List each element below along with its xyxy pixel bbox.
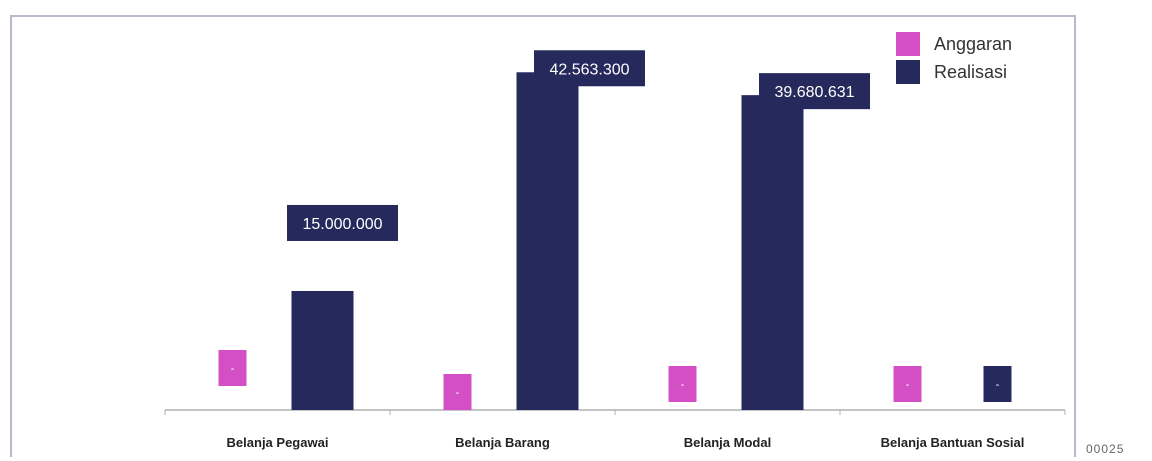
data-label-anggaran-belanja-pegawai: -: [231, 363, 235, 375]
legend-swatch-anggaran: [896, 32, 920, 56]
bar-realisasi-belanja-modal: [741, 95, 804, 410]
legend-item-realisasi: Realisasi: [896, 58, 1012, 86]
bar-realisasi-belanja-pegawai: [291, 290, 354, 410]
bar-anggaran-belanja-barang: [443, 374, 472, 410]
bar-anggaran-belanja-pegawai: [218, 350, 247, 386]
data-label-box-realisasi-belanja-pegawai: [287, 204, 398, 241]
data-label-realisasi-belanja-pegawai: 15.000.000: [302, 216, 382, 233]
legend-label-anggaran: Anggaran: [934, 33, 1013, 54]
data-label-box-realisasi-belanja-modal: [759, 73, 870, 110]
data-label-anggaran-belanja-modal: -: [681, 379, 685, 391]
x-tick-label-belanja-barang: Belanja Barang: [455, 435, 550, 450]
bar-anggaran-belanja-bantuan-sosial: [893, 366, 922, 402]
legend-label-realisasi: Realisasi: [934, 61, 1008, 82]
data-label-realisasi-belanja-modal: 39.680.631: [774, 84, 854, 101]
data-label-realisasi-belanja-barang: 42.563.300: [549, 61, 629, 78]
data-label-realisasi-belanja-bantuan-sosial: -: [996, 379, 1000, 391]
bar-realisasi-belanja-bantuan-sosial: [983, 366, 1012, 402]
page-number-fragment: 00025: [1086, 442, 1125, 456]
bar-realisasi-belanja-barang: [516, 72, 579, 410]
x-tick-label-belanja-pegawai: Belanja Pegawai: [227, 435, 329, 450]
chart-legend: Anggaran Realisasi: [896, 30, 1012, 86]
x-tick-label-belanja-modal: Belanja Modal: [684, 435, 771, 450]
x-tick-label-belanja-bantuan-sosial: Belanja Bantuan Sosial: [881, 435, 1025, 450]
data-label-anggaran-belanja-barang: -: [456, 387, 460, 399]
data-label-box-realisasi-belanja-barang: [534, 50, 645, 87]
legend-swatch-realisasi: [896, 60, 920, 84]
chart-frame: [10, 15, 1076, 457]
legend-item-anggaran: Anggaran: [896, 30, 1012, 58]
data-label-anggaran-belanja-bantuan-sosial: -: [906, 379, 910, 391]
bar-anggaran-belanja-modal: [668, 366, 697, 402]
